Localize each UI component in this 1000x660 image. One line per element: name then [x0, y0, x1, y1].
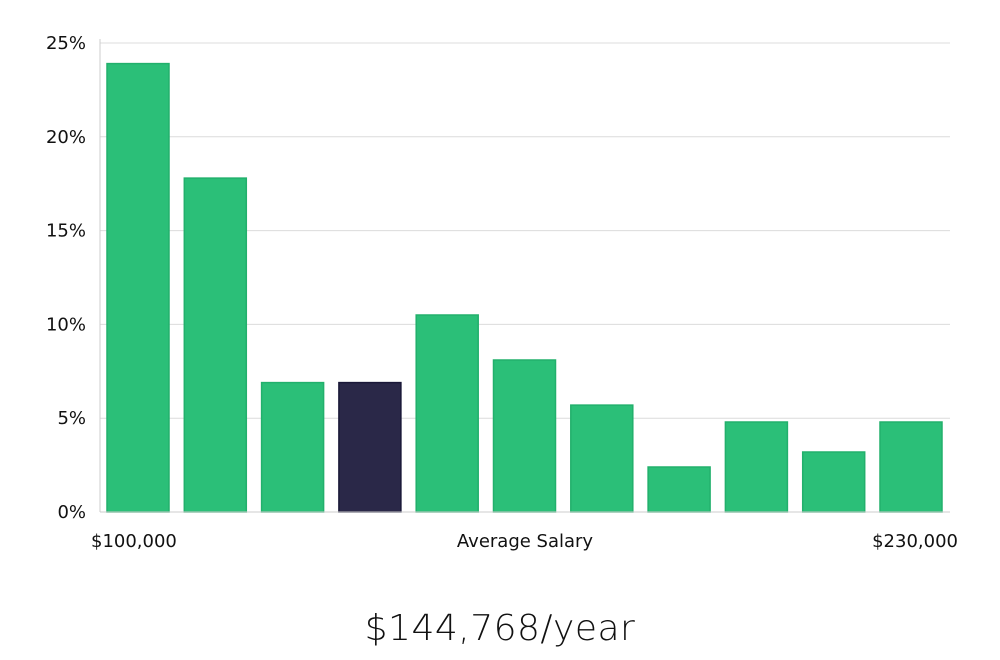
bar-1 — [183, 177, 248, 513]
salary-distribution-chart: 0% 5% 10% 15% 20% 25% $100,000 Average Salary… — [46, 33, 958, 552]
average-salary-value: $144,768/year — [364, 608, 636, 649]
y-tick-label-5: 5% — [57, 408, 86, 429]
bar-10 — [879, 421, 943, 513]
y-tick-label-0: 0% — [57, 502, 86, 523]
y-tick-label-20: 20% — [46, 127, 86, 148]
bar-6 — [570, 404, 634, 513]
x-min-label: $100,000 — [91, 531, 177, 552]
x-axis-title: Average Salary — [457, 531, 594, 552]
y-tick-label-10: 10% — [46, 314, 86, 335]
bar-2 — [260, 381, 325, 513]
bar-7 — [647, 466, 711, 513]
bar-5 — [492, 359, 557, 513]
y-tick-label-25: 25% — [46, 33, 86, 54]
bar-4 — [415, 314, 479, 513]
bar-8 — [724, 421, 789, 513]
y-axis-ticks: 0% 5% 10% 15% 20% 25% — [46, 33, 86, 523]
bar-0 — [106, 62, 170, 513]
bars — [106, 62, 943, 513]
x-max-label: $230,000 — [872, 531, 958, 552]
bar-highlighted-3 — [338, 381, 402, 513]
bar-9 — [801, 451, 866, 513]
y-tick-label-15: 15% — [46, 221, 86, 242]
